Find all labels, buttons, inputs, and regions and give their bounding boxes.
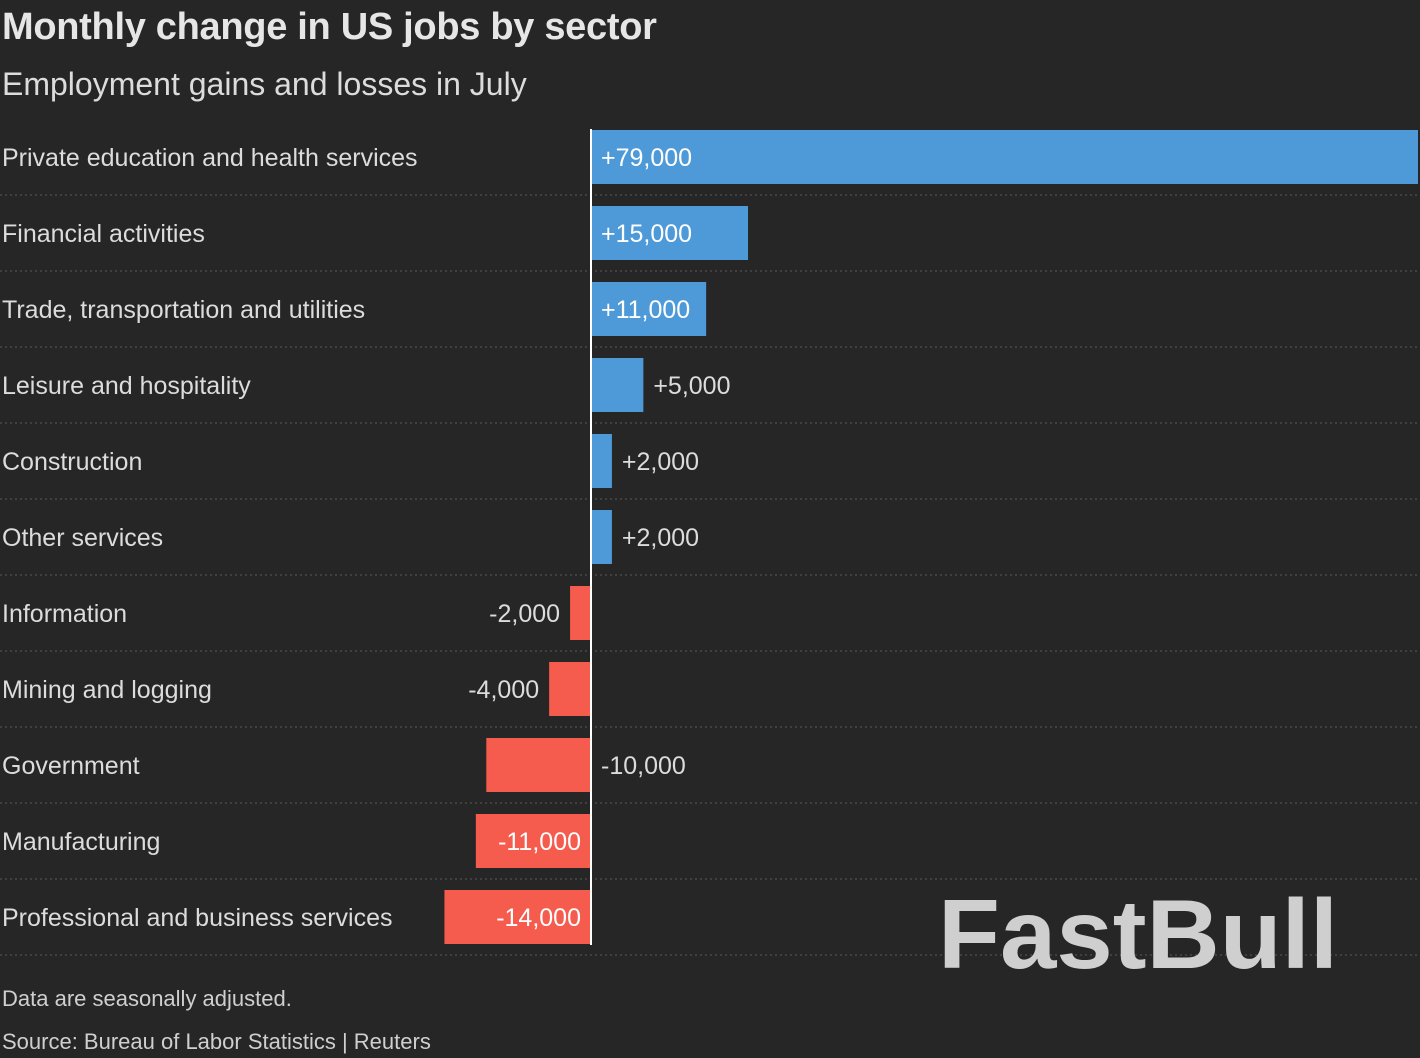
category-label: Leisure and hospitality bbox=[2, 372, 251, 400]
value-label: -14,000 bbox=[496, 904, 581, 932]
value-label: -10,000 bbox=[601, 752, 686, 780]
bar-negative bbox=[570, 586, 591, 640]
bar-positive bbox=[591, 434, 612, 488]
category-label: Construction bbox=[2, 448, 142, 476]
bar-positive bbox=[591, 282, 707, 336]
bar-negative bbox=[475, 814, 591, 868]
value-label: -2,000 bbox=[489, 600, 560, 628]
value-label: +11,000 bbox=[601, 296, 690, 324]
bar-positive bbox=[591, 206, 749, 260]
value-label: +79,000 bbox=[601, 144, 692, 172]
category-label: Mining and logging bbox=[2, 676, 212, 704]
chart-note: Data are seasonally adjusted. bbox=[2, 986, 292, 1011]
chart-title: Monthly change in US jobs by sector bbox=[2, 6, 657, 48]
value-label: +2,000 bbox=[622, 524, 699, 552]
value-label: +15,000 bbox=[601, 220, 692, 248]
value-label: -11,000 bbox=[498, 828, 581, 856]
svg-text:FastBull: FastBull bbox=[938, 879, 1338, 986]
bar-positive bbox=[591, 510, 612, 564]
bar-positive bbox=[591, 130, 1418, 184]
chart-source: Source: Bureau of Labor Statistics | Reu… bbox=[2, 1029, 431, 1054]
value-label: +5,000 bbox=[653, 372, 730, 400]
category-label: Other services bbox=[2, 524, 163, 552]
bar-negative bbox=[444, 890, 591, 944]
category-label: Government bbox=[2, 752, 140, 780]
bar-negative bbox=[486, 738, 591, 792]
bar-negative bbox=[549, 662, 591, 716]
category-label: Private education and health services bbox=[2, 144, 418, 172]
chart-subtitle: Employment gains and losses in July bbox=[2, 66, 527, 102]
category-label: Trade, transportation and utilities bbox=[2, 296, 365, 324]
category-label: Information bbox=[2, 600, 127, 628]
value-label: -4,000 bbox=[468, 676, 539, 704]
bar-positive bbox=[591, 358, 644, 412]
bar-chart: Private education and health services +79… bbox=[0, 129, 1420, 956]
category-label: Financial activities bbox=[2, 220, 205, 248]
fastbull-watermark-logo: FastBull bbox=[938, 879, 1338, 986]
value-label: +2,000 bbox=[622, 448, 699, 476]
category-label: Professional and business services bbox=[2, 904, 392, 932]
category-label: Manufacturing bbox=[2, 828, 160, 856]
